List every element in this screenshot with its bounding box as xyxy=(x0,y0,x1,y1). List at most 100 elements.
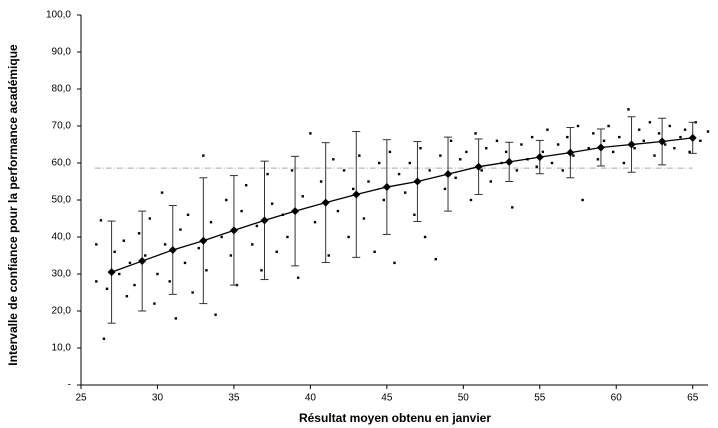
data-point xyxy=(186,213,190,216)
data-point xyxy=(99,219,103,222)
x-tick-label: 35 xyxy=(228,393,240,404)
data-point xyxy=(260,269,263,272)
data-point xyxy=(336,209,340,213)
mean-marker xyxy=(107,268,116,277)
mean-marker xyxy=(627,140,636,149)
data-point xyxy=(174,317,178,320)
y-tick-label: 80,0 xyxy=(52,84,72,95)
y-tick-label: 90,0 xyxy=(52,47,72,58)
data-point xyxy=(313,221,317,224)
data-point xyxy=(561,169,564,172)
mean-marker xyxy=(168,245,177,254)
data-point xyxy=(362,217,366,220)
data-point xyxy=(592,132,595,135)
data-point xyxy=(163,243,167,246)
data-point xyxy=(576,124,580,128)
data-point xyxy=(220,235,223,239)
mean-marker xyxy=(352,190,361,199)
data-point xyxy=(309,132,312,135)
data-point xyxy=(160,191,164,194)
data-point xyxy=(443,187,447,191)
data-point xyxy=(137,232,141,235)
data-point xyxy=(673,147,676,150)
data-point xyxy=(546,128,549,131)
data-point xyxy=(266,172,269,176)
data-point xyxy=(153,302,156,305)
data-point xyxy=(622,161,626,165)
mean-marker xyxy=(199,236,208,245)
data-point xyxy=(296,276,300,279)
data-point xyxy=(373,250,376,253)
mean-marker xyxy=(321,198,330,207)
data-point xyxy=(504,150,508,154)
y-tick-label: 70,0 xyxy=(52,121,72,132)
data-point xyxy=(428,169,431,172)
mean-marker xyxy=(138,257,147,266)
mean-marker xyxy=(229,226,238,235)
mean-marker xyxy=(260,216,269,225)
data-point xyxy=(566,135,569,139)
data-point xyxy=(679,135,682,139)
data-point xyxy=(342,169,346,172)
mean-marker xyxy=(566,148,575,157)
y-axis-title: Intervalle de confiance pour la performa… xyxy=(6,44,20,366)
data-point xyxy=(611,150,615,154)
data-point xyxy=(118,272,121,276)
data-point xyxy=(286,235,289,239)
data-point xyxy=(668,124,671,128)
data-point xyxy=(404,191,407,194)
data-point xyxy=(572,154,575,157)
data-point xyxy=(556,143,560,146)
data-point xyxy=(596,158,600,161)
mean-marker xyxy=(382,183,391,192)
data-point xyxy=(225,198,228,202)
data-point xyxy=(397,172,401,176)
mean-marker xyxy=(596,143,605,152)
data-point xyxy=(382,198,385,202)
y-tick-label: 100,0 xyxy=(46,10,71,21)
y-tick-label: 20,0 xyxy=(52,306,72,317)
data-point xyxy=(128,261,132,265)
x-tick-label: 45 xyxy=(381,393,393,404)
data-point xyxy=(229,254,233,257)
data-point xyxy=(202,154,205,157)
data-point xyxy=(255,224,259,228)
x-axis-title: Résultat moyen obtenu en janvier xyxy=(299,411,491,425)
data-point xyxy=(122,239,126,242)
data-point xyxy=(214,313,217,316)
data-point xyxy=(489,180,493,183)
data-point xyxy=(607,124,610,128)
data-point xyxy=(183,261,187,265)
data-point xyxy=(148,217,152,220)
data-point xyxy=(699,139,702,142)
data-point xyxy=(663,143,667,146)
data-point xyxy=(465,150,468,154)
data-point xyxy=(275,250,278,253)
data-point xyxy=(168,280,171,283)
data-point xyxy=(449,139,453,142)
mean-line xyxy=(111,137,693,273)
data-point xyxy=(209,221,213,224)
x-tick-label: 65 xyxy=(687,393,699,404)
data-point xyxy=(270,202,274,205)
data-point xyxy=(95,243,98,246)
data-point xyxy=(602,139,606,142)
mean-marker xyxy=(474,162,483,171)
data-point xyxy=(408,161,411,165)
y-tick-label: 60,0 xyxy=(52,158,72,169)
data-point xyxy=(653,154,656,157)
data-point xyxy=(144,254,147,257)
y-tick-label: 30,0 xyxy=(52,269,72,280)
data-point xyxy=(469,198,473,202)
data-point xyxy=(648,121,652,124)
data-point xyxy=(511,206,514,209)
data-point xyxy=(319,180,323,183)
data-point xyxy=(618,135,621,139)
y-tick-label: 10,0 xyxy=(52,343,72,354)
data-point xyxy=(327,254,330,257)
data-point xyxy=(642,139,645,142)
data-point xyxy=(657,132,661,135)
data-point xyxy=(581,198,584,202)
data-point xyxy=(474,132,477,135)
data-point xyxy=(113,250,116,253)
